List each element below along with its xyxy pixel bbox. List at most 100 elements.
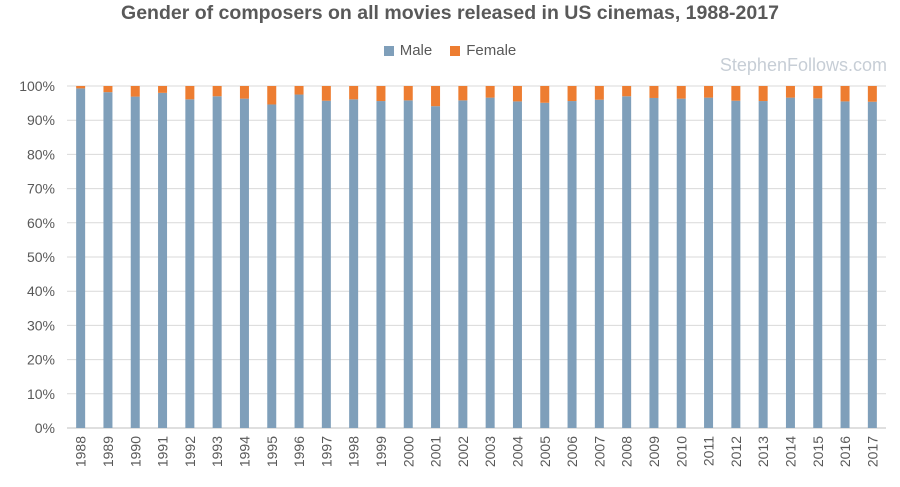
x-tick-label: 2017 (864, 436, 880, 467)
bar-male-1997 (321, 100, 331, 429)
bar-male-2005 (540, 102, 550, 429)
bar-male-1998 (349, 99, 359, 428)
bar-male-2016 (840, 101, 850, 428)
bar-male-2006 (567, 101, 577, 428)
x-tick-label: 2009 (646, 436, 662, 467)
y-axis: 0% 10% 20% 30% 40% 50% 60% 70% 80% 90% 100% (19, 78, 55, 436)
bar-male-2011 (704, 97, 714, 429)
x-tick-label: 2005 (537, 436, 553, 467)
bar-female-2014 (785, 86, 795, 98)
bar-male-2017 (867, 101, 877, 429)
y-tick-label: 40% (27, 283, 55, 299)
bar-male-2000 (403, 100, 413, 428)
bar-female-1992 (185, 86, 195, 100)
bar-female-1994 (239, 86, 249, 99)
bar-male-2001 (431, 106, 441, 428)
legend-swatch-male (383, 45, 394, 56)
x-tick-label: 2006 (564, 436, 580, 467)
x-axis: 1988 1989 1990 1991 1992 1993 1994 1995 1996 1997… (73, 436, 881, 467)
bar-female-2007 (594, 86, 604, 100)
x-tick-label: 1994 (236, 436, 252, 467)
bar-female-2009 (649, 86, 659, 98)
x-tick-label: 2003 (482, 436, 498, 467)
x-tick-label: 2012 (728, 436, 744, 467)
legend-swatch-female (450, 45, 461, 56)
bar-male-2013 (758, 101, 768, 428)
bar-female-1990 (130, 86, 140, 97)
legend-label-female: Female (466, 42, 517, 59)
bar-male-1996 (294, 94, 304, 429)
bar-female-2006 (567, 86, 577, 102)
bar-female-1996 (294, 86, 304, 95)
y-tick-label: 20% (27, 352, 55, 368)
bar-male-1995 (267, 104, 277, 428)
x-tick-label: 1999 (373, 436, 389, 467)
bar-male-1992 (185, 99, 195, 428)
x-tick-label: 1988 (73, 436, 89, 467)
bar-female-2010 (676, 86, 686, 99)
y-tick-label: 60% (27, 215, 55, 231)
x-tick-label: 2001 (428, 436, 444, 467)
bar-female-2002 (458, 86, 468, 101)
x-tick-label: 2016 (837, 436, 853, 467)
x-tick-label: 1998 (346, 436, 362, 467)
bar-female-2004 (512, 86, 522, 102)
bar-female-1999 (376, 86, 386, 102)
y-tick-label: 70% (27, 181, 55, 197)
bar-male-1999 (376, 101, 386, 428)
bar-male-2010 (676, 98, 686, 429)
x-tick-label: 2002 (455, 436, 471, 467)
y-tick-label: 100% (19, 78, 55, 94)
bar-female-2012 (731, 86, 741, 101)
watermark: StephenFollows.com (719, 55, 887, 75)
bar-male-2003 (485, 97, 495, 429)
y-tick-label: 80% (27, 146, 55, 162)
x-tick-label: 1989 (100, 436, 116, 467)
bar-male-1988 (76, 88, 86, 429)
gridlines (67, 85, 886, 429)
x-tick-label: 1991 (155, 436, 171, 467)
bar-female-2017 (867, 86, 877, 102)
bar-male-1989 (103, 92, 113, 428)
legend: Male Female (0, 42, 900, 59)
bar-female-2016 (840, 86, 850, 102)
legend-item-female: Female (450, 42, 516, 59)
x-tick-label: 2010 (673, 436, 689, 467)
x-tick-label: 1995 (264, 436, 280, 467)
bar-female-1998 (349, 86, 359, 100)
x-tick-label: 2013 (755, 436, 771, 467)
y-tick-label: 30% (27, 317, 55, 333)
y-tick-label: 90% (27, 112, 55, 128)
bar-female-1989 (103, 86, 113, 93)
x-tick-label: 2000 (400, 436, 416, 467)
bar-female-2000 (403, 86, 413, 101)
x-tick-label: 2014 (782, 436, 798, 467)
y-tick-label: 50% (27, 249, 55, 265)
x-tick-label: 1996 (291, 436, 307, 467)
bar-male-2015 (813, 98, 823, 428)
bar-male-2008 (622, 96, 632, 428)
bar-female-2008 (622, 86, 632, 97)
bar-female-2001 (431, 86, 441, 107)
bar-male-2004 (512, 101, 522, 428)
bar-female-2011 (704, 86, 714, 98)
chart-title: Gender of composers on all movies releas… (121, 2, 779, 24)
bars (76, 86, 877, 429)
bar-male-1990 (130, 96, 140, 429)
x-tick-label: 1990 (127, 436, 143, 467)
bar-female-1997 (321, 86, 331, 101)
bar-male-1993 (212, 96, 222, 428)
bar-male-2007 (594, 99, 604, 429)
bar-female-2005 (540, 86, 550, 103)
bar-male-2014 (785, 97, 795, 429)
x-tick-label: 2008 (619, 436, 635, 467)
x-tick-label: 2011 (701, 436, 717, 466)
x-tick-label: 2015 (810, 436, 826, 467)
x-tick-label: 1993 (209, 436, 225, 467)
bar-female-1993 (212, 86, 222, 97)
x-tick-label: 1992 (182, 436, 198, 467)
bar-male-1991 (158, 92, 168, 428)
bar-male-2009 (649, 97, 659, 428)
